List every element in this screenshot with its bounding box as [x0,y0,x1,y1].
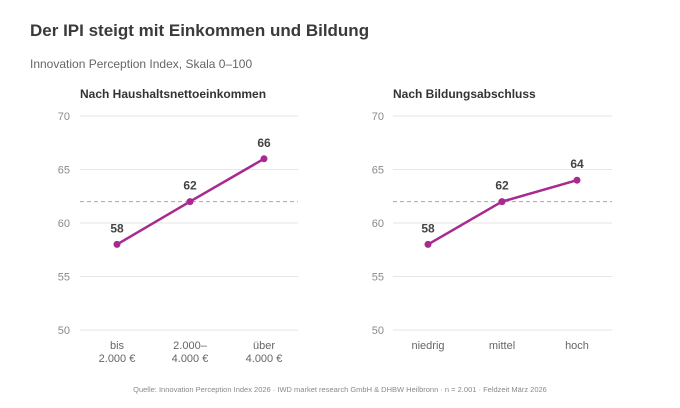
x-tick-label: bis 2.000 € [99,340,136,365]
data-label: 62 [495,179,509,193]
data-point [186,198,194,206]
chart-title: Der IPI steigt mit Einkommen und Bildung [30,21,370,40]
y-tick-label: 70 [372,111,384,123]
x-tick-label-line: 4.000 € [172,353,209,365]
x-tick-label: über 4.000 € [246,340,283,365]
y-tick-label: 65 [58,165,70,177]
y-tick-label: 55 [58,272,70,284]
x-tick-label: hoch [565,340,589,352]
y-tick-label: 60 [58,218,70,230]
y-tick-label: 50 [372,325,384,337]
x-tick-label-line: 2.000– [173,340,208,352]
x-tick-label: niedrig [411,340,444,352]
data-point [113,240,121,248]
x-tick-label-line: 2.000 € [99,353,136,365]
y-tick-label: 50 [58,325,70,337]
data-label: 58 [421,221,435,235]
data-label: 66 [257,136,271,150]
x-tick-label-line: bis [110,340,125,352]
data-label: 64 [570,157,584,171]
y-tick-label: 70 [58,111,70,123]
data-point [424,240,432,248]
x-tick-label-line: mittel [489,340,515,352]
data-point [498,198,506,206]
chart-subtitle: Innovation Perception Index, Skala 0–100 [30,57,253,71]
panel-title-education: Nach Bildungsabschluss [393,87,536,101]
y-tick-label: 60 [372,218,384,230]
y-tick-label: 55 [372,272,384,284]
x-tick-label-line: hoch [565,340,589,352]
data-label: 62 [183,179,197,193]
data-point [573,176,581,184]
y-tick-label: 65 [372,165,384,177]
x-tick-label-line: niedrig [411,340,444,352]
x-tick-label-line: über [253,340,275,352]
x-tick-label: mittel [489,340,515,352]
source-footnote: Quelle: Innovation Perception Index 2026… [133,385,547,394]
x-tick-label-line: 4.000 € [246,353,283,365]
panel-title-income: Nach Haushaltsnettoeinkommen [80,87,267,101]
data-point [260,155,268,163]
x-tick-label: 2.000– 4.000 € [172,340,209,365]
data-label: 58 [110,221,124,235]
